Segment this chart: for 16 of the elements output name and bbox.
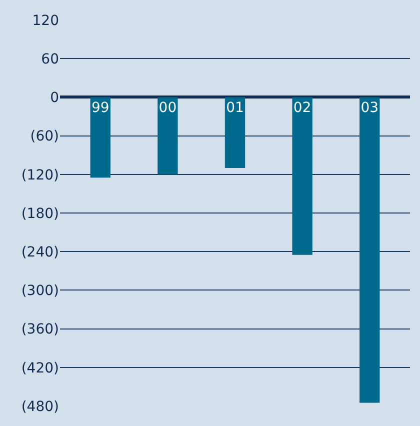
y-tick-label: (300): [21, 283, 59, 300]
y-tick-label: 60: [41, 52, 59, 68]
x-tick-label: 01: [226, 100, 244, 116]
y-tick-label: (180): [21, 206, 59, 222]
y-tick-label: 0: [50, 90, 59, 106]
y-tick-label: (240): [21, 244, 59, 260]
y-tick-label: (60): [30, 128, 59, 145]
x-tick-label: 99: [91, 100, 110, 116]
y-tick-label: (480): [21, 398, 59, 415]
y-tick-label: 120: [32, 12, 59, 29]
x-tick-label: 00: [158, 100, 177, 116]
y-tick-label: (120): [21, 167, 59, 184]
y-tick-label: (420): [21, 360, 59, 376]
y-tick-label: (360): [21, 322, 59, 338]
x-tick-label: 02: [293, 100, 312, 116]
x-tick-label: 03: [360, 100, 379, 116]
